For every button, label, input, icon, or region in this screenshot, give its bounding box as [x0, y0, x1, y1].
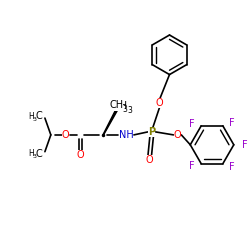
Text: C: C	[36, 111, 42, 121]
Text: F: F	[242, 140, 248, 150]
Text: O: O	[62, 130, 70, 140]
Text: 3: 3	[33, 154, 37, 159]
Text: F: F	[229, 118, 234, 128]
Polygon shape	[103, 107, 119, 135]
Text: H: H	[28, 112, 34, 120]
Text: P: P	[148, 127, 155, 137]
Text: F: F	[229, 162, 234, 172]
Text: C: C	[36, 149, 42, 159]
Text: F: F	[190, 119, 195, 129]
Text: NH: NH	[118, 130, 133, 140]
Text: H: H	[28, 149, 34, 158]
Text: 3: 3	[122, 105, 128, 114]
Text: O: O	[156, 98, 164, 108]
Text: F: F	[190, 160, 195, 170]
Text: O: O	[77, 150, 84, 160]
Text: O: O	[146, 154, 154, 164]
Text: 3: 3	[128, 106, 132, 115]
Text: O: O	[174, 130, 181, 140]
Text: 3: 3	[33, 116, 37, 121]
Text: CH: CH	[109, 100, 123, 110]
Text: CH: CH	[114, 101, 128, 111]
